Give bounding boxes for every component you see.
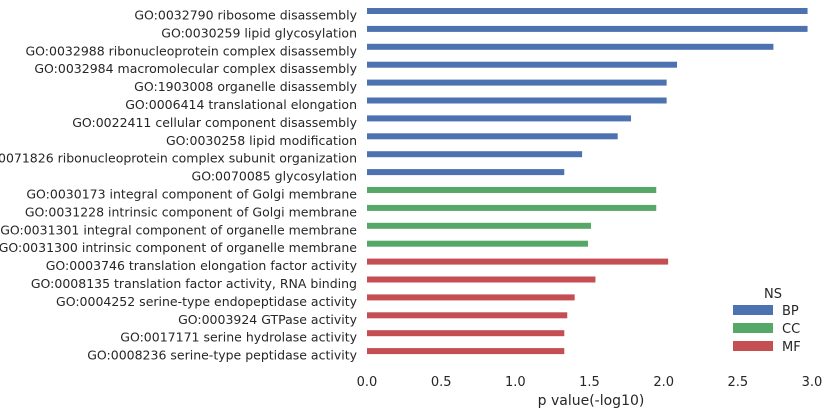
x-tick-labels: 0.0 0.5 1.0 1.5 2.0 2.5 3.0	[357, 375, 823, 390]
y-tick-label: GO:0071826 ribonucleoprotein complex sub…	[0, 151, 357, 166]
y-tick-label: GO:0003746 translation elongation factor…	[46, 258, 358, 273]
y-tick-label: GO:0008135 translation factor activity, …	[31, 276, 357, 291]
bar-mf	[367, 312, 568, 319]
y-tick-label: GO:0031300 intrinsic component of organe…	[0, 240, 357, 255]
y-tick-labels: GO:0032790 ribosome disassembly GO:003025…	[0, 8, 358, 363]
legend-label-mf: MF	[782, 340, 801, 355]
y-tick-label: GO:0031228 intrinsic component of Golgi …	[25, 204, 357, 219]
bar-bp	[367, 8, 808, 14]
bar-cc	[367, 240, 589, 247]
y-tick-label: GO:0030258 lipid modification	[166, 133, 357, 148]
bar-cc	[367, 204, 657, 211]
x-tick-label: 0.5	[431, 375, 452, 390]
legend-label-bp: BP	[782, 304, 799, 319]
y-tick-label: GO:0006414 translational elongation	[125, 97, 357, 112]
y-tick-label: GO:0070085 glycosylation	[192, 169, 357, 184]
bar-bp	[367, 169, 565, 176]
y-tick-label: GO:1903008 organelle disassembly	[134, 79, 357, 94]
bar-bp	[367, 79, 667, 86]
bar-cc	[367, 222, 591, 229]
bar-bp	[367, 61, 678, 68]
y-tick-label: GO:0008236 serine-type peptidase activit…	[87, 348, 357, 363]
x-tick-label: 1.5	[579, 375, 600, 390]
bar-mf	[367, 258, 669, 265]
bars-layer	[367, 8, 808, 355]
y-tick-label: GO:0032790 ribosome disassembly	[134, 8, 357, 23]
x-tick-label: 0.0	[357, 375, 378, 390]
y-tick-label: GO:0031301 integral component of organel…	[0, 222, 357, 237]
y-tick-label: GO:0032984 macromolecular complex disass…	[34, 61, 357, 76]
bar-bp	[367, 25, 808, 32]
y-tick-label: GO:0017171 serine hydrolase activity	[120, 330, 357, 345]
y-tick-label: GO:0032988 ribonucleoprotein complex dis…	[25, 43, 357, 58]
x-tick-label: 1.0	[505, 375, 526, 390]
x-axis-label: p value(-log10)	[538, 393, 645, 409]
legend-swatch-mf	[733, 341, 773, 351]
legend: NS BP CC MF	[733, 287, 801, 355]
bar-bp	[367, 133, 618, 140]
legend-label-cc: CC	[782, 322, 800, 337]
y-tick-label: GO:0004252 serine-type endopeptidase act…	[56, 294, 358, 309]
legend-swatch-bp	[733, 305, 773, 315]
x-tick-label: 2.0	[653, 375, 674, 390]
x-tick-label: 2.5	[727, 375, 748, 390]
bar-mf	[367, 294, 575, 301]
y-tick-label: GO:0030173 integral component of Golgi m…	[26, 187, 357, 202]
bar-bp	[367, 115, 632, 122]
y-tick-label: GO:0030259 lipid glycosylation	[161, 25, 357, 40]
bar-cc	[367, 187, 657, 193]
bar-mf	[367, 276, 596, 283]
bar-bp	[367, 151, 583, 158]
y-tick-label: GO:0022411 cellular component disassembl…	[72, 115, 357, 130]
y-tick-label: GO:0003924 GTPase activity	[178, 312, 358, 327]
x-tick-label: 3.0	[802, 375, 823, 390]
legend-title: NS	[764, 287, 782, 302]
legend-swatch-cc	[733, 323, 773, 333]
bar-mf	[367, 330, 565, 337]
bar-bp	[367, 97, 667, 104]
bar-mf	[367, 348, 565, 355]
bar-bp	[367, 43, 774, 50]
